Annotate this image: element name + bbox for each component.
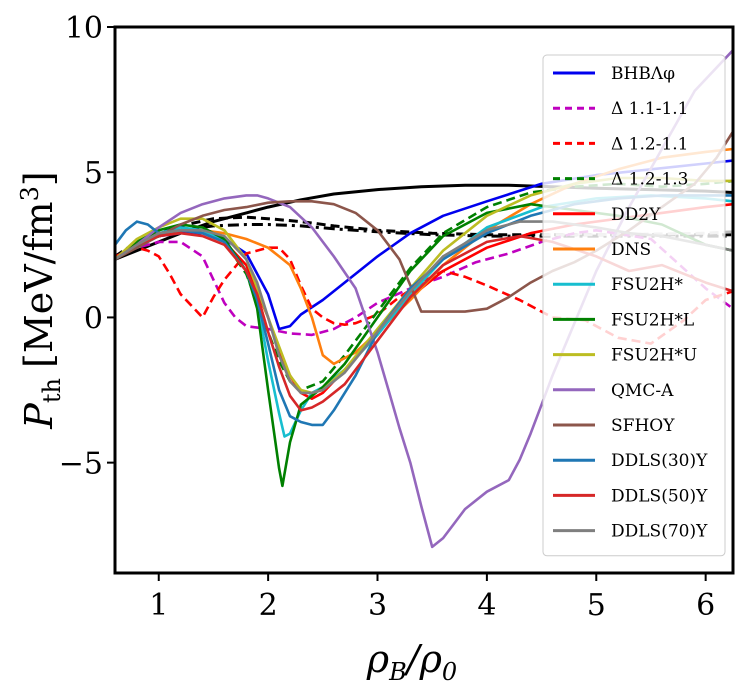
y-tick-label-2: 5 bbox=[84, 156, 103, 191]
x-tick-label-4: 5 bbox=[587, 588, 606, 623]
legend-label-7: FSU2H*L bbox=[611, 310, 694, 330]
x-axis-label: ρB/ρ0 bbox=[366, 637, 457, 686]
legend-label-0: BHBΛφ bbox=[611, 64, 675, 84]
legend-box bbox=[542, 54, 726, 557]
x-tick-label-1: 2 bbox=[259, 588, 278, 623]
legend-label-12: DDLS(50)Y bbox=[611, 486, 708, 506]
legend-label-9: QMC-A bbox=[611, 381, 674, 401]
y-tick-label-0: −5 bbox=[59, 447, 103, 482]
legend-label-3: Δ 1.2-1.3 bbox=[611, 170, 689, 190]
legend-label-5: DNS bbox=[611, 240, 651, 260]
x-tick-label-5: 6 bbox=[696, 588, 715, 623]
legend-label-4: DD2Y bbox=[611, 205, 661, 225]
legend-label-1: Δ 1.1-1.1 bbox=[611, 99, 689, 119]
x-tick-label-3: 4 bbox=[477, 588, 496, 623]
legend-label-8: FSU2H*U bbox=[611, 346, 697, 366]
y-axis-label: Pth[MeV/fm3] bbox=[16, 171, 66, 429]
legend-label-10: SFHOY bbox=[611, 416, 675, 436]
plot-frame bbox=[113, 25, 735, 575]
axes-layer: 1 2 3 4 5 6 −5 0 5 10 bbox=[59, 11, 735, 623]
legend-label-2: Δ 1.2-1.1 bbox=[611, 134, 689, 154]
legend-label-13: DDLS(70)Y bbox=[611, 522, 708, 542]
x-tick-label-0: 1 bbox=[149, 588, 168, 623]
legend: BHBΛφ Δ 1.1-1.1 Δ 1.2-1.1 Δ 1.2-1.3 DD2Y DNS F… bbox=[542, 54, 726, 557]
x-tick-label-2: 3 bbox=[368, 588, 387, 623]
legend-label-6: FSU2H* bbox=[611, 275, 683, 295]
legend-label-11: DDLS(30)Y bbox=[611, 451, 708, 471]
y-tick-label-3: 10 bbox=[65, 11, 103, 46]
y-tick-label-1: 0 bbox=[84, 301, 103, 336]
